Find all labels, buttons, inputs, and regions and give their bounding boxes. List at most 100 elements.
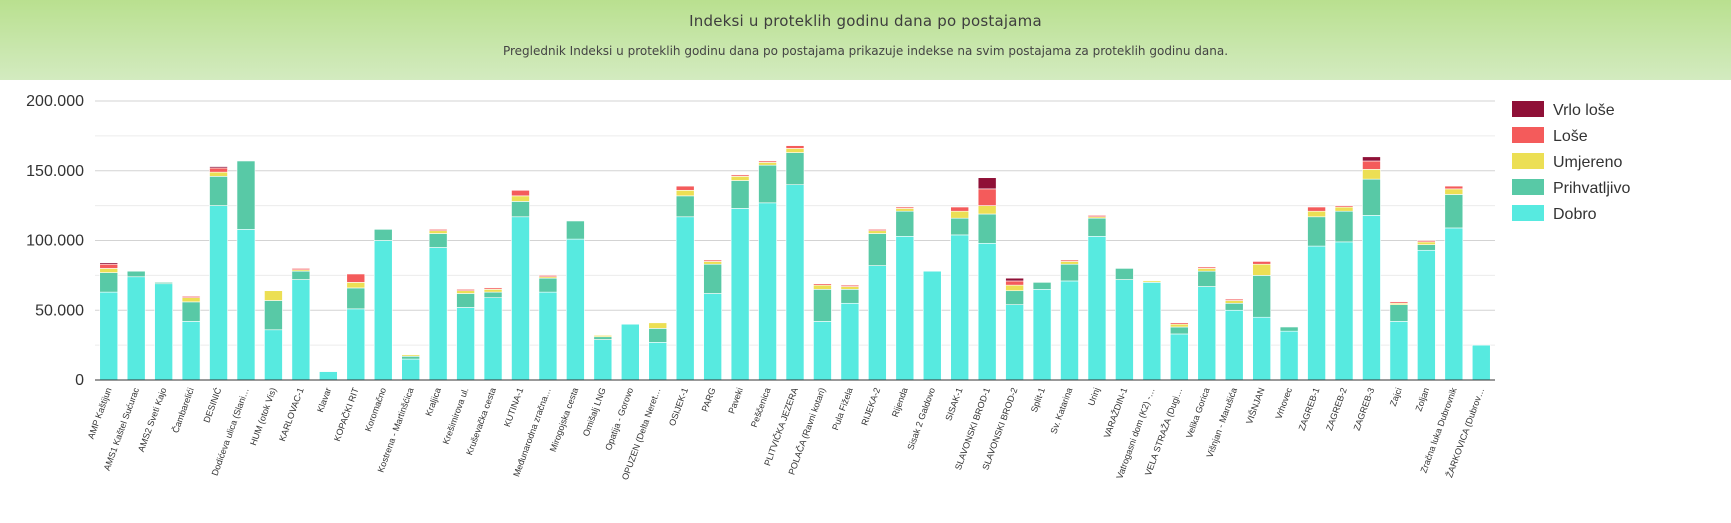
bar-segment[interactable] (99, 268, 119, 273)
bar-segment[interactable] (1307, 206, 1326, 212)
bar-segment[interactable] (840, 302, 860, 381)
bar-segment[interactable] (785, 145, 805, 149)
bar-segment[interactable] (648, 322, 668, 329)
bar-segment[interactable] (1444, 185, 1464, 190)
bar-segment[interactable] (1362, 169, 1381, 180)
bar-segment[interactable] (1252, 275, 1271, 318)
bar-segment[interactable] (373, 229, 393, 241)
bar-segment[interactable] (675, 189, 695, 197)
bar-segment[interactable] (346, 282, 366, 289)
bar-segment[interactable] (401, 358, 420, 381)
bar-segment[interactable] (1362, 178, 1381, 216)
legend-label[interactable]: Loše (1553, 128, 1588, 145)
bar-segment[interactable] (1170, 322, 1189, 325)
bar-segment[interactable] (977, 188, 997, 206)
bar-segment[interactable] (1170, 326, 1189, 335)
bar-segment[interactable] (868, 233, 887, 266)
bar-segment[interactable] (154, 283, 173, 381)
bar-segment[interactable] (593, 336, 613, 340)
bar-segment[interactable] (1060, 259, 1079, 262)
bar-segment[interactable] (483, 291, 503, 298)
bar-segment[interactable] (1389, 321, 1409, 381)
bar-segment[interactable] (868, 265, 887, 381)
bar-segment[interactable] (511, 216, 530, 381)
bar-segment[interactable] (291, 270, 311, 280)
bar-segment[interactable] (730, 176, 750, 181)
bar-segment[interactable] (813, 321, 832, 381)
bar-segment[interactable] (1307, 210, 1326, 218)
bar-segment[interactable] (1417, 240, 1436, 243)
bar-segment[interactable] (758, 160, 777, 163)
bar-segment[interactable] (566, 238, 585, 381)
bar-segment[interactable] (1060, 280, 1079, 381)
bar-segment[interactable] (209, 167, 228, 173)
bar-segment[interactable] (566, 220, 585, 240)
bar-segment[interactable] (1224, 298, 1244, 301)
bar-segment[interactable] (1417, 241, 1436, 245)
bar-segment[interactable] (1197, 270, 1217, 287)
bar-segment[interactable] (950, 210, 970, 219)
bar-segment[interactable] (483, 297, 503, 381)
bar-segment[interactable] (703, 263, 722, 294)
bar-segment[interactable] (675, 195, 695, 218)
bar-segment[interactable] (1417, 244, 1436, 251)
bar-segment[interactable] (319, 371, 338, 381)
bar-segment[interactable] (1279, 330, 1299, 381)
bar-segment[interactable] (895, 210, 915, 237)
bar-segment[interactable] (428, 233, 448, 248)
bar-segment[interactable] (1334, 206, 1354, 212)
bar-segment[interactable] (1334, 205, 1354, 208)
bar-segment[interactable] (209, 205, 228, 381)
bar-segment[interactable] (758, 164, 777, 204)
bar-segment[interactable] (291, 268, 311, 271)
bar-segment[interactable] (483, 289, 503, 293)
bar-segment[interactable] (1252, 316, 1271, 381)
bar-segment[interactable] (538, 291, 558, 381)
bar-segment[interactable] (675, 185, 695, 191)
bar-segment[interactable] (730, 180, 750, 209)
bar-segment[interactable] (1005, 290, 1024, 305)
bar-segment[interactable] (593, 335, 613, 338)
bar-segment[interactable] (1444, 194, 1464, 229)
bar-segment[interactable] (703, 259, 722, 262)
bar-segment[interactable] (648, 328, 668, 343)
bar-segment[interactable] (785, 152, 805, 186)
bar-segment[interactable] (785, 148, 805, 153)
bar-segment[interactable] (99, 263, 119, 269)
bar-segment[interactable] (813, 289, 832, 322)
bar-segment[interactable] (1170, 333, 1189, 381)
bar-segment[interactable] (99, 291, 119, 381)
bar-segment[interactable] (1307, 245, 1326, 381)
bar-segment[interactable] (1032, 289, 1052, 381)
bar-segment[interactable] (181, 296, 201, 298)
bar-segment[interactable] (1279, 326, 1299, 332)
bar-segment[interactable] (703, 261, 722, 265)
bar-segment[interactable] (1224, 309, 1244, 381)
bar-segment[interactable] (977, 213, 997, 244)
bar-segment[interactable] (428, 230, 448, 234)
bar-segment[interactable] (511, 201, 530, 218)
bar-segment[interactable] (675, 216, 695, 381)
bar-segment[interactable] (1087, 236, 1107, 381)
bar-segment[interactable] (1087, 217, 1107, 237)
legend-label[interactable]: Vrlo loše (1553, 102, 1615, 119)
bar-segment[interactable] (1142, 282, 1162, 381)
bar-segment[interactable] (1087, 215, 1107, 218)
bar-segment[interactable] (730, 174, 750, 177)
bar-segment[interactable] (154, 282, 173, 285)
bar-segment[interactable] (1362, 160, 1381, 170)
bar-segment[interactable] (703, 293, 722, 381)
bar-segment[interactable] (785, 184, 805, 381)
bar-segment[interactable] (813, 284, 832, 290)
bar-segment[interactable] (456, 307, 475, 381)
bar-segment[interactable] (209, 166, 228, 169)
bar-segment[interactable] (346, 308, 366, 381)
bar-segment[interactable] (1005, 284, 1024, 292)
bar-segment[interactable] (1334, 241, 1354, 381)
bar-segment[interactable] (922, 270, 942, 381)
bar-segment[interactable] (950, 217, 970, 236)
bar-segment[interactable] (758, 162, 777, 166)
bar-segment[interactable] (511, 189, 530, 197)
bar-segment[interactable] (181, 321, 201, 381)
bar-segment[interactable] (1252, 263, 1271, 276)
